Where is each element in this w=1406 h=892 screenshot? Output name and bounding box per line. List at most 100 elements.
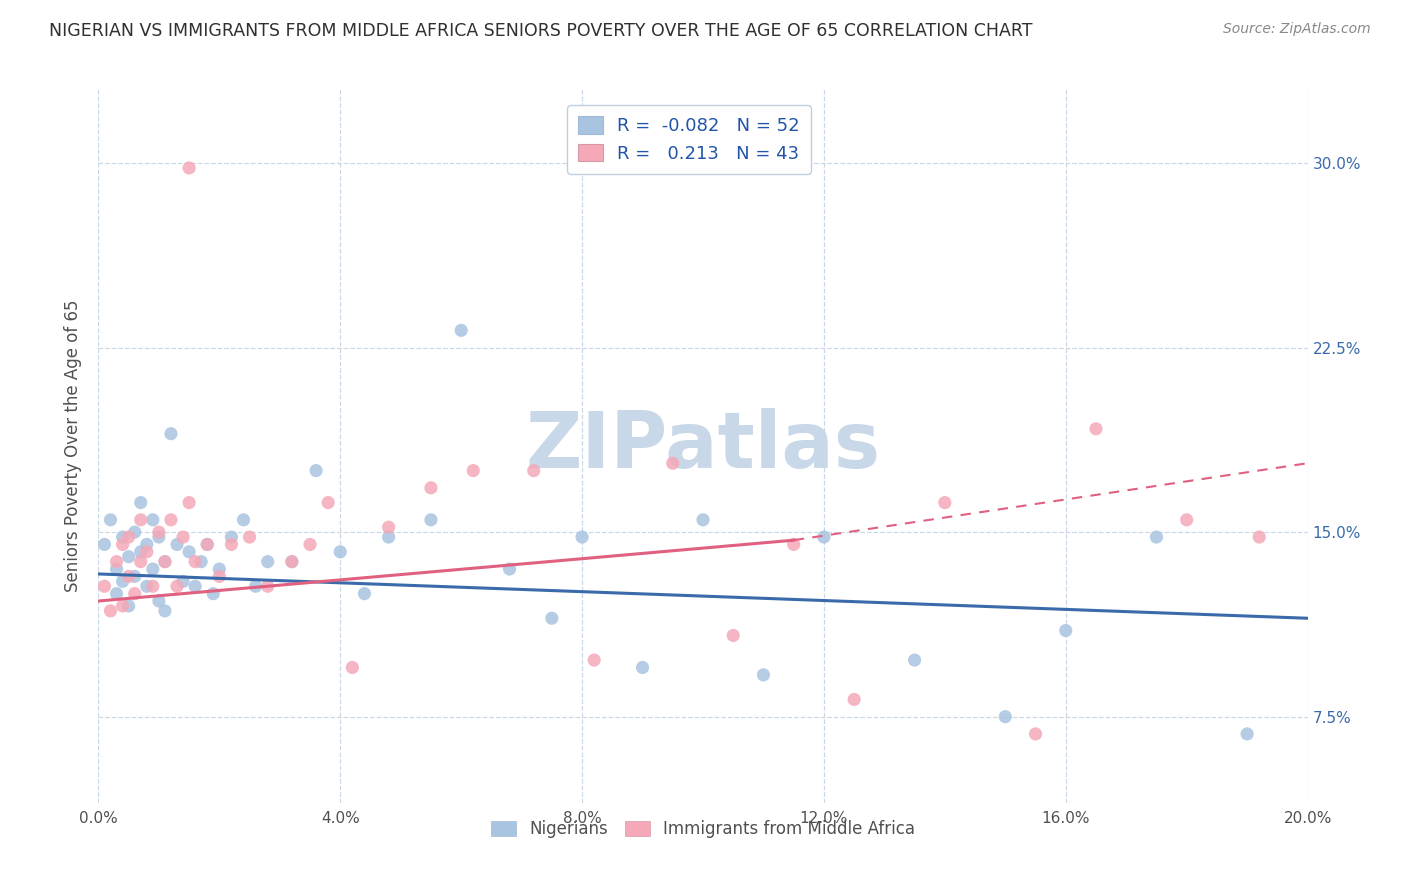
Point (105, 562, 128, 576)
Point (256, 579, 278, 593)
Point (179, 161, 201, 175)
Point (124, 525, 146, 540)
Point (1236, 727, 1258, 741)
Point (111, 574, 134, 589)
Point (172, 574, 194, 589)
Point (184, 555, 207, 569)
Point (135, 545, 157, 559)
Point (166, 537, 188, 551)
Point (105, 587, 128, 601)
Point (111, 530, 134, 544)
Point (100, 513, 122, 527)
Point (281, 555, 304, 569)
Point (305, 464, 328, 478)
Point (583, 653, 606, 667)
Point (111, 599, 134, 613)
Point (208, 569, 231, 583)
Point (184, 579, 207, 593)
Point (329, 545, 352, 559)
Point (179, 495, 201, 509)
Point (148, 594, 170, 608)
Point (142, 579, 165, 593)
Point (377, 530, 399, 544)
Point (129, 545, 152, 559)
Point (256, 555, 278, 569)
Point (299, 537, 322, 551)
Point (463, 464, 485, 478)
Point (232, 513, 254, 527)
Point (202, 587, 225, 601)
Point (208, 562, 231, 576)
Point (783, 537, 806, 551)
Point (153, 604, 176, 618)
Point (166, 579, 188, 593)
Point (342, 660, 364, 674)
Point (118, 549, 141, 564)
Point (190, 555, 212, 569)
Point (239, 530, 262, 544)
Point (179, 545, 201, 559)
Point (420, 513, 443, 527)
Point (377, 520, 399, 534)
Point (631, 660, 654, 674)
Point (142, 562, 165, 576)
Point (813, 530, 835, 544)
Point (498, 562, 520, 576)
Point (420, 481, 443, 495)
Point (93, 537, 115, 551)
Point (172, 530, 194, 544)
Point (281, 555, 304, 569)
Point (124, 569, 146, 583)
Point (994, 709, 1017, 723)
Y-axis label: Seniors Poverty Over the Age of 65: Seniors Poverty Over the Age of 65 (65, 300, 83, 592)
Point (1249, 530, 1271, 544)
Point (723, 628, 745, 642)
Point (135, 537, 157, 551)
Point (100, 604, 122, 618)
Point (934, 495, 956, 509)
Point (1024, 727, 1046, 741)
Point (450, 323, 472, 337)
Point (353, 587, 375, 601)
Point (153, 555, 176, 569)
Point (124, 587, 146, 601)
Point (661, 456, 683, 470)
Point (148, 525, 170, 540)
Point (752, 668, 775, 682)
Legend: Nigerians, Immigrants from Middle Africa: Nigerians, Immigrants from Middle Africa (484, 814, 922, 845)
Point (523, 464, 546, 478)
Point (160, 426, 183, 441)
Point (142, 513, 165, 527)
Point (160, 513, 183, 527)
Point (153, 555, 176, 569)
Point (571, 530, 593, 544)
Point (904, 653, 927, 667)
Point (195, 537, 218, 551)
Text: ZIPatlas: ZIPatlas (526, 408, 880, 484)
Point (316, 495, 339, 509)
Point (844, 692, 866, 706)
Point (1054, 624, 1077, 638)
Point (221, 537, 243, 551)
Point (195, 537, 218, 551)
Point (129, 495, 152, 509)
Point (692, 513, 714, 527)
Point (129, 513, 152, 527)
Text: NIGERIAN VS IMMIGRANTS FROM MIDDLE AFRICA SENIORS POVERTY OVER THE AGE OF 65 COR: NIGERIAN VS IMMIGRANTS FROM MIDDLE AFRIC… (49, 22, 1033, 40)
Point (1175, 513, 1198, 527)
Point (245, 579, 267, 593)
Point (221, 530, 243, 544)
Point (540, 611, 562, 625)
Point (93, 579, 115, 593)
Point (111, 537, 134, 551)
Text: Source: ZipAtlas.com: Source: ZipAtlas.com (1223, 22, 1371, 37)
Point (118, 569, 141, 583)
Point (1085, 422, 1108, 436)
Point (105, 555, 128, 569)
Point (118, 599, 141, 613)
Point (135, 579, 157, 593)
Point (148, 530, 170, 544)
Point (1144, 530, 1167, 544)
Point (129, 555, 152, 569)
Point (118, 530, 141, 544)
